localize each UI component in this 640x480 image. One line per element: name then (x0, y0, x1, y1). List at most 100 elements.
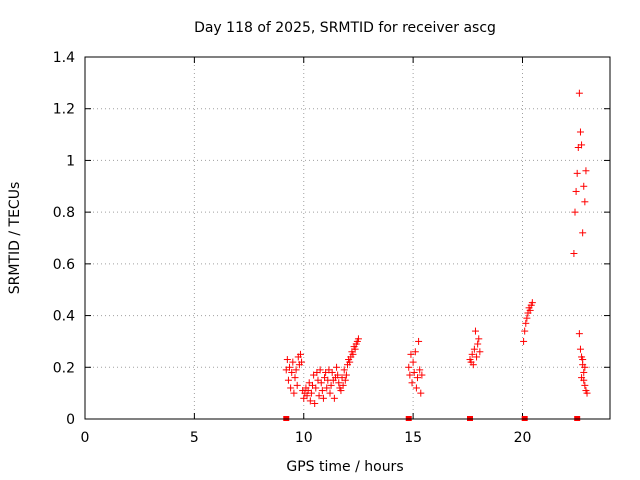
data-point (351, 345, 359, 353)
data-point (330, 394, 338, 402)
data-point (469, 361, 477, 369)
data-point (340, 366, 348, 374)
data-point (581, 381, 589, 389)
y-tick-label: 1 (66, 153, 75, 169)
data-point (408, 379, 416, 387)
data-point (327, 381, 335, 389)
data-point (318, 387, 326, 395)
data-point (576, 345, 584, 353)
data-point (570, 250, 578, 258)
data-point (580, 376, 588, 384)
data-point (581, 363, 589, 371)
y-tick-label: 1.2 (53, 102, 75, 118)
y-tick-label: 0.4 (53, 309, 75, 325)
data-point (471, 327, 479, 335)
data-point (417, 389, 425, 397)
data-point (528, 299, 536, 307)
x-tick-label: 20 (514, 430, 532, 446)
data-point (476, 348, 484, 356)
data-point (579, 229, 587, 237)
y-tick-label: 0.6 (53, 257, 75, 273)
y-tick-label: 1.4 (53, 50, 75, 66)
data-point (328, 368, 336, 376)
data-point (473, 353, 481, 361)
data-point (580, 182, 588, 190)
data-point (333, 363, 341, 371)
data-point (470, 345, 478, 353)
data-point (521, 327, 529, 335)
data-point (522, 319, 530, 327)
data-point (582, 167, 590, 175)
data-point (283, 356, 291, 364)
x-tick-label: 5 (190, 430, 199, 446)
data-point (474, 340, 482, 348)
y-tick-label: 0 (66, 412, 75, 428)
data-point (349, 350, 357, 358)
data-point (307, 389, 315, 397)
data-point (311, 399, 319, 407)
data-point (316, 366, 324, 374)
data-point (406, 371, 414, 379)
data-point (306, 397, 314, 405)
data-point (581, 198, 589, 206)
data-point (291, 374, 299, 382)
data-point (583, 389, 591, 397)
data-point (409, 358, 417, 366)
plot-frame (84, 56, 611, 420)
chart-title: Day 118 of 2025, SRMTID for receiver asc… (194, 20, 496, 36)
data-point (416, 366, 424, 374)
data-point (334, 371, 342, 379)
data-point (335, 379, 343, 387)
data-point (342, 371, 350, 379)
x-axis-ticks: 0 5 10 15 20 (81, 57, 532, 446)
data-point (326, 389, 334, 397)
data-point (572, 187, 580, 195)
data-point (337, 387, 345, 395)
grid (85, 57, 610, 419)
data-point (323, 384, 331, 392)
data-point (303, 392, 311, 400)
data-point (288, 368, 296, 376)
data-point (284, 376, 292, 384)
data-point (341, 376, 349, 384)
data-point (576, 128, 584, 136)
data-point (287, 384, 295, 392)
data-point (286, 363, 294, 371)
y-axis-label: SRMTID / TECUs (7, 182, 23, 295)
data-point (573, 169, 581, 177)
data-point (579, 356, 587, 364)
data-point (339, 381, 347, 389)
x-axis-label: GPS time / hours (286, 459, 403, 475)
data-point (312, 384, 320, 392)
data-point (410, 368, 418, 376)
data-point (319, 394, 327, 402)
x-tick-label: 10 (295, 430, 313, 446)
data-point (578, 141, 586, 149)
data-point (475, 335, 483, 343)
data-point (411, 348, 419, 356)
data-point (293, 381, 301, 389)
data-point (580, 368, 588, 376)
data-point (414, 374, 421, 382)
data-point (289, 358, 297, 366)
data-point (412, 384, 420, 392)
data-point (296, 350, 304, 358)
data-point (523, 314, 531, 322)
data-point (354, 335, 362, 343)
data-point (571, 208, 579, 216)
data-point (520, 337, 528, 345)
data-point (290, 389, 298, 397)
data-point (292, 366, 300, 374)
data-point (298, 358, 306, 366)
data-point (575, 330, 583, 338)
y-axis-ticks: 0 0.2 0.4 0.6 0.8 1 1.2 1.4 (53, 50, 610, 428)
data-point (315, 392, 323, 400)
data-point (317, 379, 325, 387)
x-tick-label: 15 (404, 430, 422, 446)
data-point (418, 371, 426, 379)
data-point (575, 89, 583, 97)
y-tick-label: 0.8 (53, 205, 75, 221)
data-point (468, 350, 476, 358)
